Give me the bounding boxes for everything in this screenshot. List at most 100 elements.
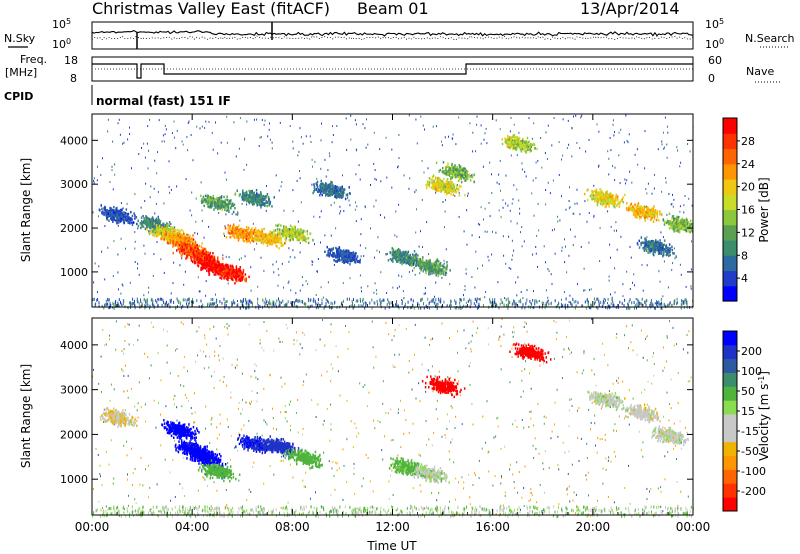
ground-scatter-cell	[402, 300, 403, 304]
scatter-cell	[427, 167, 429, 170]
scatter-cell	[576, 188, 578, 191]
echo-cell	[111, 210, 113, 214]
echo-cell	[244, 192, 246, 195]
ground-scatter-cell	[105, 299, 107, 303]
echo-cell	[243, 232, 245, 235]
echo-cell	[298, 233, 300, 236]
echo-cell	[201, 198, 203, 201]
echo-cell	[184, 243, 187, 246]
echo-cell	[186, 250, 189, 253]
echo-cell	[254, 227, 257, 230]
echo-cell	[287, 231, 290, 234]
ground-scatter-cell	[596, 297, 598, 301]
scatter-cell	[300, 201, 302, 204]
scatter-cell	[288, 260, 290, 263]
ground-scatter-cell	[411, 306, 413, 310]
echo-cell	[157, 218, 160, 221]
scatter-cell	[263, 269, 265, 272]
ground-scatter-cell	[388, 300, 390, 304]
echo-cell	[179, 240, 182, 244]
echo-cell	[204, 194, 207, 198]
scatter-cell	[547, 124, 549, 127]
echo-cell	[280, 224, 282, 227]
echo-cell	[241, 195, 243, 199]
ground-scatter-cell	[309, 304, 311, 308]
scatter-cell	[666, 156, 668, 159]
scatter-cell	[100, 174, 102, 176]
echo-cell	[171, 237, 174, 241]
echo-cell	[248, 198, 251, 201]
echo-cell	[212, 199, 215, 202]
scatter-cell	[224, 171, 226, 174]
ground-scatter-cell	[455, 300, 457, 304]
echo-cell	[217, 204, 219, 207]
ground-scatter-cell	[341, 302, 343, 306]
echo-cell	[235, 265, 238, 268]
echo-cell	[193, 241, 195, 245]
scatter-cell	[599, 227, 601, 230]
echo-cell	[205, 262, 208, 265]
echo-cell	[227, 199, 229, 202]
noise-search-trace	[91, 35, 694, 41]
scatter-cell	[162, 134, 164, 137]
scatter-cell	[114, 163, 116, 166]
ground-scatter-cell	[291, 302, 292, 306]
scatter-cell	[441, 276, 443, 279]
scatter-cell	[260, 256, 262, 259]
ground-scatter-cell	[233, 299, 234, 303]
ground-scatter-cell	[157, 304, 159, 308]
ground-scatter-cell	[498, 306, 500, 310]
scatter-cell	[309, 135, 311, 138]
ground-scatter-cell	[534, 299, 536, 303]
echo-cell	[186, 240, 189, 244]
scatter-cell	[186, 136, 188, 138]
ground-scatter-cell	[265, 301, 267, 305]
echo-cell	[227, 278, 229, 282]
echo-cell	[222, 274, 224, 278]
echo-cell	[212, 197, 215, 200]
echo-cell	[223, 205, 225, 208]
echo-cell	[250, 230, 253, 234]
echo-cell	[254, 239, 257, 242]
echo-cell	[232, 274, 234, 277]
scatter-cell	[620, 128, 622, 131]
scatter-cell	[484, 207, 486, 210]
echo-cell	[180, 254, 183, 257]
echo-cell	[227, 271, 230, 275]
scatter-cell	[634, 153, 636, 156]
echo-cell	[258, 229, 260, 233]
scatter-cell	[516, 222, 518, 225]
ground-scatter-cell	[186, 302, 188, 306]
scatter-cell	[396, 287, 398, 290]
echo-cell	[153, 233, 156, 236]
echo-cell	[153, 234, 156, 238]
ground-scatter-cell	[383, 298, 385, 302]
ground-scatter-cell	[186, 299, 188, 303]
ground-scatter-cell	[658, 300, 660, 304]
scatter-cell	[574, 235, 576, 238]
echo-cell	[202, 195, 205, 199]
ground-scatter-cell	[431, 298, 433, 302]
scatter-cell	[342, 282, 344, 285]
echo-cell	[229, 201, 232, 204]
scatter-cell	[690, 287, 692, 290]
scatter-cell	[170, 223, 172, 225]
ground-scatter-cell	[326, 299, 328, 303]
scatter-cell	[153, 187, 155, 190]
scatter-cell	[117, 253, 119, 256]
echo-cell	[257, 235, 259, 239]
echo-cell	[257, 229, 259, 232]
scatter-cell	[610, 256, 611, 259]
echo-cell	[229, 275, 231, 278]
echo-cell	[297, 236, 300, 240]
echo-cell	[180, 246, 182, 250]
scatter-cell	[299, 127, 301, 130]
echo-cell	[191, 240, 193, 243]
scatter-cell	[367, 143, 369, 146]
ground-scatter-cell	[134, 304, 136, 308]
echo-cell	[179, 243, 182, 247]
ground-scatter-cell	[295, 298, 297, 302]
echo-cell	[254, 196, 256, 200]
ground-scatter-cell	[158, 298, 160, 302]
ground-scatter-cell	[413, 306, 415, 310]
